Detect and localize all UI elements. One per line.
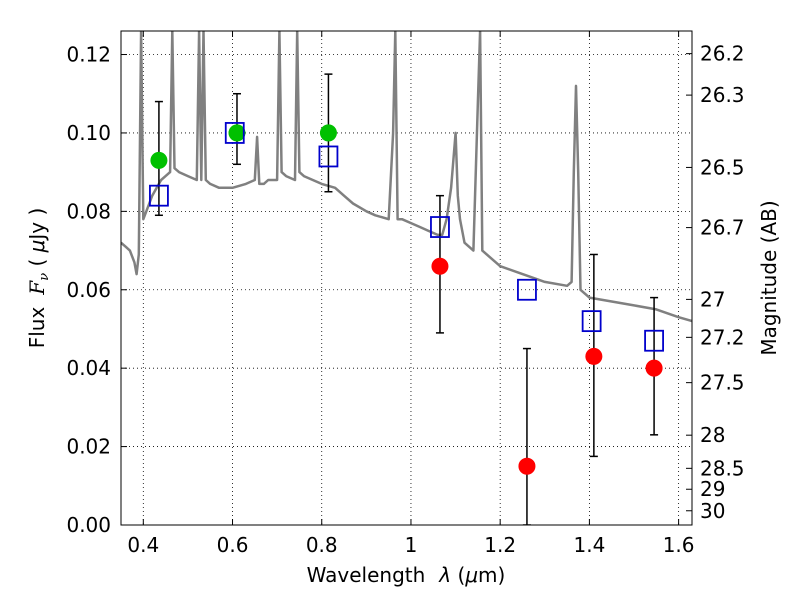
model-point-square <box>149 184 169 207</box>
spectrum-layer <box>121 31 692 323</box>
y2-tick-label: 29 <box>700 477 725 501</box>
y2-tick-label: 27 <box>700 287 725 311</box>
y-tick-label: 0.02 <box>66 435 111 459</box>
y-tick-label: 0.04 <box>66 356 111 380</box>
y2-tick-label: 26.7 <box>700 216 745 240</box>
x-tick-label: 1.2 <box>484 533 516 557</box>
plot-frame <box>120 30 693 526</box>
y2-tick-label: 26.3 <box>700 83 745 107</box>
model-point-square <box>517 278 537 301</box>
y2-axis-label: Magnitude (AB) <box>757 200 781 355</box>
model-point-square <box>224 122 245 144</box>
x-tick-label: 1 <box>405 533 418 557</box>
x-axis-label: Wavelength λ (μm) <box>307 563 506 587</box>
y2-tick-label: 28.5 <box>700 456 745 480</box>
data-point-red <box>645 359 663 377</box>
y-axis-label: FluxFν ( μJy ) <box>25 208 52 349</box>
x-axis: 0.4 0.6 0.8 1 1.2 1.4 1.6 <box>127 31 695 557</box>
model-point-square <box>318 145 339 168</box>
y-tick-label: 0.08 <box>66 199 111 223</box>
y2-tick-label: 30 <box>700 499 725 523</box>
y-tick-label: 0.06 <box>66 278 111 302</box>
x-tick-label: 1.4 <box>573 533 605 557</box>
data-point-red <box>585 347 603 365</box>
x-tick-label: 0.6 <box>217 533 249 557</box>
model-point-square <box>581 310 602 333</box>
y2-tick-label: 28 <box>700 423 725 447</box>
data-point-green <box>150 151 168 169</box>
x-tick-label: 0.4 <box>127 533 159 557</box>
y2-tick-label: 27.5 <box>700 371 745 395</box>
y-tick-label: 0.00 <box>66 513 111 537</box>
x-tick-label: 1.6 <box>663 533 695 557</box>
model-point-square <box>430 216 450 238</box>
model-point-square <box>644 329 664 352</box>
y-axis: 0.00 0.02 0.04 0.06 0.08 0.10 0.12 <box>66 43 127 537</box>
y2-tick-label: 26.2 <box>700 42 745 66</box>
data-point-red <box>518 457 536 475</box>
data-point-red <box>431 257 449 275</box>
y2-tick-label: 27.2 <box>700 325 745 349</box>
data-point-green <box>319 124 337 142</box>
data-point-green <box>228 124 246 142</box>
marker-layer <box>149 122 664 475</box>
x-tick-label: 0.8 <box>306 533 338 557</box>
spectrum-line <box>121 31 692 323</box>
y2-tick-label: 26.5 <box>700 155 745 179</box>
y-tick-label: 0.10 <box>66 121 111 145</box>
y-tick-label: 0.12 <box>66 43 111 67</box>
